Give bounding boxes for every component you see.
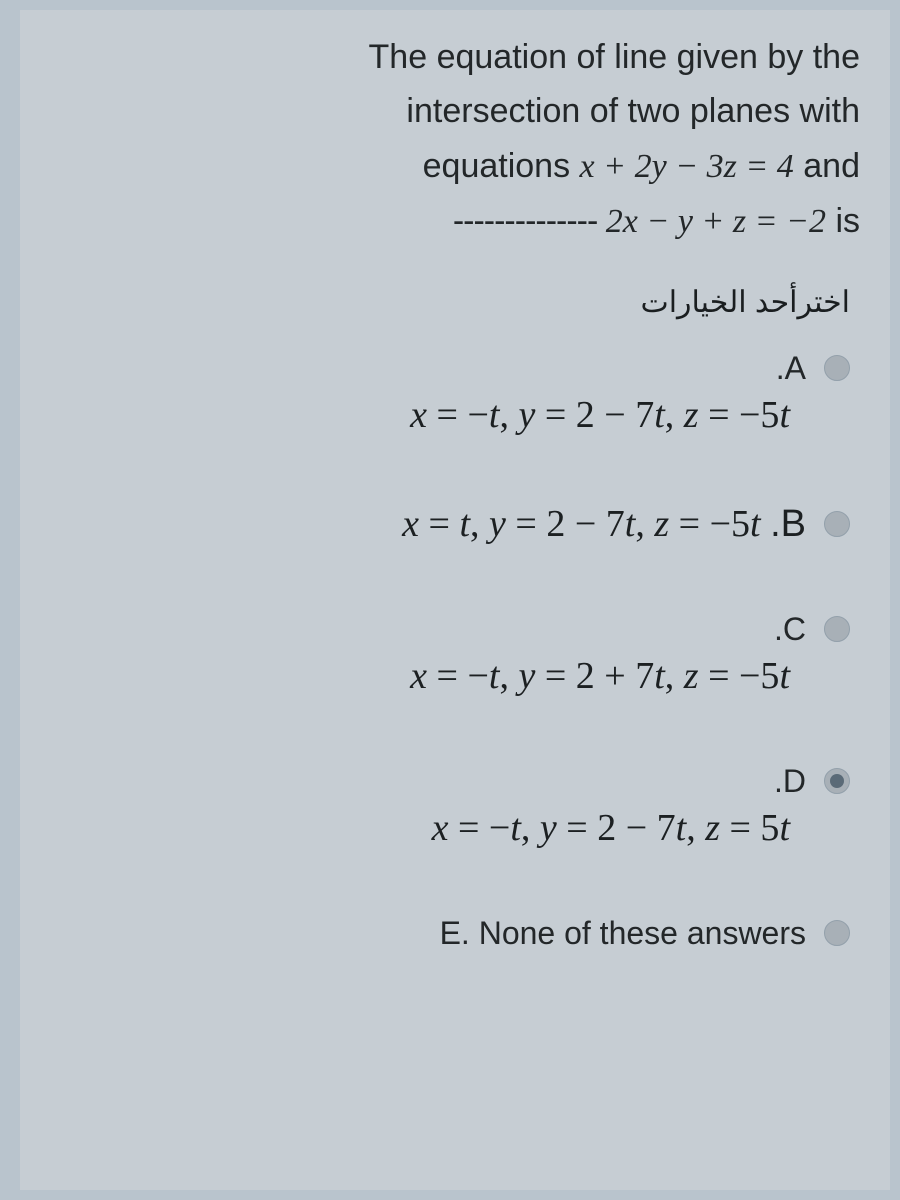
radio-c[interactable] [824,616,850,642]
option-a-equation: x = −t, y = 2 − 7t, z = −5t [50,393,850,437]
option-d-label: .D [774,763,806,800]
radio-b[interactable] [824,511,850,537]
q-line4-suffix: is [826,202,860,240]
question-line1: The equation of line given by the [50,30,860,84]
option-b[interactable]: x = t, y = 2 − 7t, z = −5t .B [50,502,850,546]
q-line4-dashes: -------------- [453,202,606,240]
option-e-text: E. None of these answers [440,915,806,952]
option-d[interactable]: .D x = −t, y = 2 − 7t, z = 5t [50,763,850,850]
prompt-arabic: اخترأحد الخيارات [50,285,850,320]
option-d-equation: x = −t, y = 2 − 7t, z = 5t [50,806,850,850]
question-line2: intersection of two planes with [50,84,860,138]
option-d-head: .D [50,763,850,800]
radio-e[interactable] [824,920,850,946]
option-a[interactable]: .A x = −t, y = 2 − 7t, z = −5t [50,350,850,437]
radio-d[interactable] [824,768,850,794]
option-c-head: .C [50,611,850,648]
option-b-equation: x = t, y = 2 − 7t, z = −5t .B [402,502,806,546]
option-e[interactable]: E. None of these answers [50,915,850,952]
option-a-label: .A [776,350,806,387]
question-page: The equation of line given by the inters… [20,10,890,1190]
option-c-label: .C [774,611,806,648]
radio-a[interactable] [824,355,850,381]
q-line3-suffix: and [794,147,860,185]
option-c-equation: x = −t, y = 2 + 7t, z = −5t [50,654,850,698]
options-list: .A x = −t, y = 2 − 7t, z = −5t x = t, y … [50,350,860,952]
question-line4: -------------- 2x − y + z = −2 is [50,194,860,249]
option-c[interactable]: .C x = −t, y = 2 + 7t, z = −5t [50,611,850,698]
question-stem: The equation of line given by the inters… [50,30,860,250]
q-line3-prefix: equations [423,147,580,185]
option-a-head: .A [50,350,850,387]
question-line3: equations x + 2y − 3z = 4 and [50,139,860,194]
